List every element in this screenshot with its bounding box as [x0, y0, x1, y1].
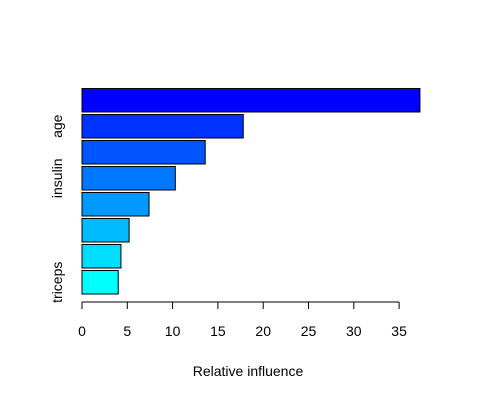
bars-group: [81, 88, 421, 295]
x-tick-label: 5: [123, 323, 131, 339]
bar: [81, 218, 130, 243]
x-ticks: 0 5 10 15 20 25 30 35: [78, 302, 407, 339]
category-label: triceps: [49, 262, 65, 303]
x-axis-title: Relative influence: [193, 363, 304, 379]
bar: [81, 166, 176, 191]
x-tick-label: 30: [346, 323, 362, 339]
x-axis: 0 5 10 15 20 25 30 35: [78, 301, 407, 339]
x-tick-label: 15: [210, 323, 226, 339]
x-tick-label: 25: [301, 323, 317, 339]
category-labels: triceps insulin age: [49, 114, 65, 303]
bar: [81, 140, 206, 165]
bar: [81, 114, 244, 139]
bar: [81, 88, 421, 113]
category-label: age: [49, 114, 65, 138]
x-tick-label: 0: [78, 323, 86, 339]
bar: [81, 192, 150, 217]
bar: [81, 270, 119, 295]
category-label: insulin: [49, 158, 65, 198]
x-tick-label: 20: [255, 323, 271, 339]
x-tick-label: 10: [165, 323, 181, 339]
x-tick-label: 35: [391, 323, 407, 339]
bar: [81, 244, 122, 269]
